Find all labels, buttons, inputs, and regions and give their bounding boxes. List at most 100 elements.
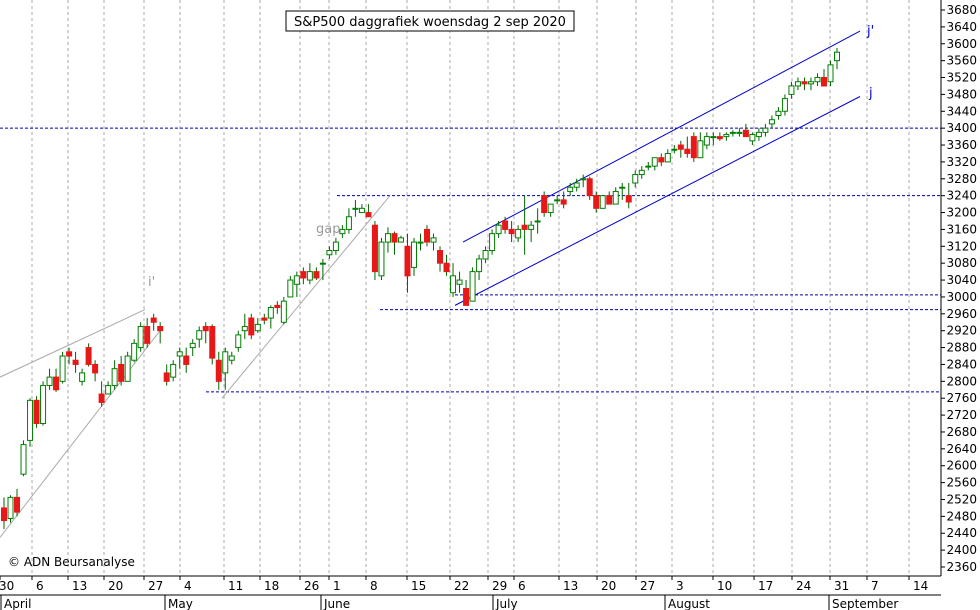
candle	[280, 296, 287, 325]
candle-body	[287, 279, 294, 298]
candle	[820, 69, 827, 87]
candle-body	[645, 165, 652, 168]
month-label: July	[495, 597, 518, 610]
candle	[599, 195, 606, 209]
candle-body	[768, 119, 775, 125]
candle	[547, 203, 554, 217]
candle	[254, 318, 261, 333]
candle	[137, 322, 144, 352]
candle	[326, 246, 333, 259]
candle-body	[827, 64, 834, 83]
candle-body	[528, 224, 535, 230]
candle	[215, 351, 222, 390]
candle-body	[820, 77, 827, 87]
y-tick-label: 3080	[946, 256, 977, 270]
candle-body	[137, 325, 144, 349]
candle	[111, 360, 118, 390]
candle-body	[404, 245, 411, 277]
candle-body	[781, 98, 788, 112]
candle-body	[410, 241, 417, 268]
candle-body	[53, 376, 60, 391]
candle-body	[293, 275, 300, 285]
x-tick-label: 10	[717, 579, 732, 593]
candle	[541, 191, 548, 217]
candle	[7, 495, 14, 523]
candle	[736, 128, 743, 137]
title-box	[285, 10, 575, 32]
candle	[53, 368, 60, 392]
candle-body	[547, 203, 554, 214]
candle	[690, 132, 697, 162]
candle-body	[326, 250, 333, 256]
candle-body	[495, 224, 502, 235]
candle	[144, 318, 151, 348]
candle-body	[391, 233, 398, 243]
candle	[508, 220, 515, 243]
candle-body	[443, 262, 450, 273]
candle-body	[515, 228, 522, 239]
candle	[1, 497, 7, 530]
candle	[482, 246, 489, 264]
candle	[235, 330, 242, 352]
candle-body	[788, 85, 795, 95]
x-tick-label: 26	[304, 579, 319, 593]
candle	[40, 381, 47, 426]
candle	[606, 191, 613, 205]
candle	[118, 356, 125, 386]
candle	[586, 176, 593, 200]
candle-body	[85, 347, 92, 365]
candle	[33, 396, 40, 428]
candle	[528, 220, 535, 243]
candle-body	[27, 399, 34, 441]
y-tick-label: 3000	[946, 290, 977, 304]
candle-body	[729, 131, 736, 134]
candle-body	[612, 190, 619, 205]
y-tick-label: 2840	[946, 357, 977, 371]
candle-body	[306, 271, 313, 281]
y-tick-label: 3040	[946, 273, 977, 287]
candle-body	[274, 304, 281, 308]
candle	[384, 227, 391, 253]
candle-body	[111, 368, 118, 387]
candle-body	[801, 81, 808, 85]
candle-body	[33, 399, 40, 425]
candle-body	[228, 355, 235, 361]
x-tick-label: 4	[184, 579, 192, 593]
candle-body	[319, 262, 326, 265]
candle-body	[580, 178, 587, 181]
j-annotation: j	[868, 86, 873, 101]
candle-body	[755, 131, 762, 138]
candle	[814, 73, 821, 86]
month-label: May	[168, 597, 193, 610]
y-tick-label: 2560	[946, 476, 977, 490]
y-tick-label: 2680	[946, 425, 977, 439]
candle	[684, 136, 691, 158]
x-tick-label: 30	[0, 579, 14, 593]
x-tick-label: 6	[518, 579, 526, 593]
x-tick-label: 6	[36, 579, 44, 593]
candle-body	[98, 393, 105, 403]
y-tick-label: 2800	[946, 374, 977, 388]
candle-body	[345, 216, 352, 230]
candle	[371, 220, 378, 281]
candle	[306, 263, 313, 285]
candle	[228, 351, 235, 365]
month-label: August	[668, 597, 710, 610]
candle	[170, 360, 177, 382]
candle	[183, 347, 190, 373]
candle-body	[456, 279, 463, 285]
candle	[274, 301, 281, 314]
candle-body	[417, 241, 424, 244]
x-tick-label: 1	[333, 579, 341, 593]
candle	[625, 183, 632, 209]
candle-body	[196, 330, 203, 340]
y-tick-label: 2720	[946, 408, 977, 422]
candle	[450, 263, 457, 297]
candle-body	[625, 195, 632, 203]
candle	[554, 195, 561, 205]
candle	[723, 132, 730, 141]
candle	[658, 153, 665, 167]
candle	[46, 368, 53, 390]
candle	[671, 145, 678, 154]
